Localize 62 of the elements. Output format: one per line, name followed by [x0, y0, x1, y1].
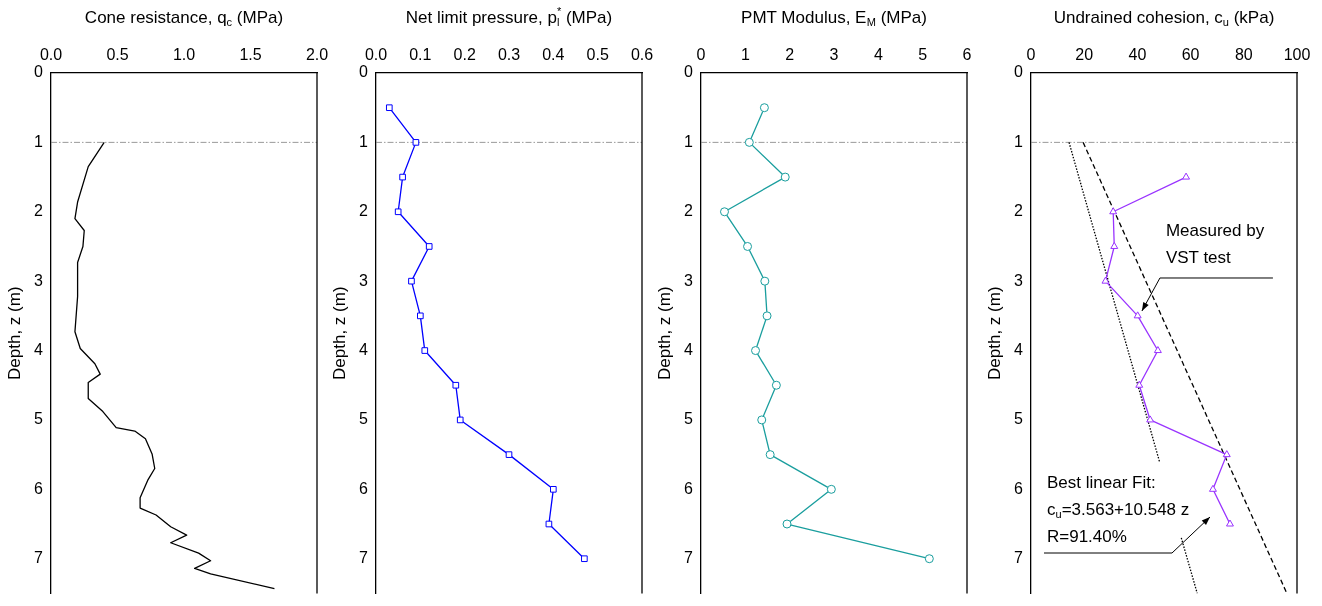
y-tick-label: 6 — [684, 479, 694, 497]
y-tick-label: 5 — [359, 410, 369, 428]
x-tick-label: 0.5 — [106, 45, 129, 63]
y-tick-label: 6 — [1014, 479, 1024, 497]
y-tick-label: 3 — [684, 271, 694, 289]
y-tick-label: 6 — [34, 479, 44, 497]
y-tick-label: 7 — [359, 549, 369, 567]
x-tick-label: 20 — [1075, 45, 1094, 63]
y-tick-label: 0 — [1014, 63, 1024, 81]
y-tick-label: 1 — [684, 132, 694, 150]
y-tick-label: 7 — [34, 549, 44, 567]
x-tick-label: 0.2 — [453, 45, 476, 63]
x-tick-label: 2 — [785, 45, 795, 63]
y-tick-label: 3 — [34, 271, 44, 289]
x-tick-label: 0.0 — [364, 45, 388, 63]
y-tick-label: 5 — [34, 410, 44, 428]
x-tick-label: 60 — [1181, 45, 1200, 63]
y-tick-label: 7 — [1014, 549, 1024, 567]
x-tick-label: 5 — [918, 45, 928, 63]
x-tick-label: 6 — [962, 45, 972, 63]
x-tick-label: 2.0 — [305, 45, 329, 63]
x-tick-label: 100 — [1283, 45, 1311, 63]
x-tick-label: 1.0 — [172, 45, 196, 63]
y-tick-label: 4 — [1014, 340, 1024, 358]
y-tick-label: 1 — [1014, 132, 1024, 150]
y-axis-title: Depth, z (m) — [984, 286, 1004, 380]
y-tick-label: 0 — [359, 63, 369, 81]
y-tick-label: 0 — [34, 63, 44, 81]
x-tick-label: 0 — [696, 45, 706, 63]
y-tick-label: 5 — [684, 410, 694, 428]
x-tick-label: 0.3 — [497, 45, 521, 63]
x-tick-label: 40 — [1128, 45, 1147, 63]
y-tick-label: 4 — [359, 340, 369, 358]
y-tick-label: 7 — [684, 549, 694, 567]
y-tick-label: 2 — [1014, 202, 1024, 220]
x-tick-label: 0 — [1026, 45, 1036, 63]
x-tick-label: 1.5 — [239, 45, 262, 63]
x-tick-label: 3 — [829, 45, 839, 63]
y-tick-label: 4 — [684, 340, 694, 358]
y-tick-label: 1 — [34, 132, 44, 150]
y-tick-label: 2 — [684, 202, 694, 220]
y-tick-label: 2 — [34, 202, 44, 220]
x-tick-label: 1 — [740, 45, 750, 63]
annotation: Measured by VST test — [1165, 220, 1265, 267]
y-tick-label: 1 — [359, 132, 369, 150]
y-axis-title: Depth, z (m) — [654, 286, 674, 380]
y-tick-label: 2 — [359, 202, 369, 220]
x-tick-label: 0.1 — [409, 45, 432, 63]
x-tick-label: 0.6 — [630, 45, 654, 63]
x-tick-label: 4 — [873, 45, 883, 63]
y-tick-label: 6 — [359, 479, 369, 497]
y-tick-label: 4 — [34, 340, 44, 358]
x-tick-label: 80 — [1234, 45, 1253, 63]
y-axis-title: Depth, z (m) — [4, 286, 24, 380]
y-tick-label: 3 — [359, 271, 369, 289]
x-tick-label: 0.5 — [586, 45, 609, 63]
x-tick-label: 0.4 — [542, 45, 565, 63]
y-axis-title: Depth, z (m) — [329, 286, 349, 380]
y-tick-label: 3 — [1014, 271, 1024, 289]
y-tick-label: 0 — [684, 63, 694, 81]
x-tick-label: 0.0 — [39, 45, 63, 63]
y-tick-label: 5 — [1014, 410, 1024, 428]
